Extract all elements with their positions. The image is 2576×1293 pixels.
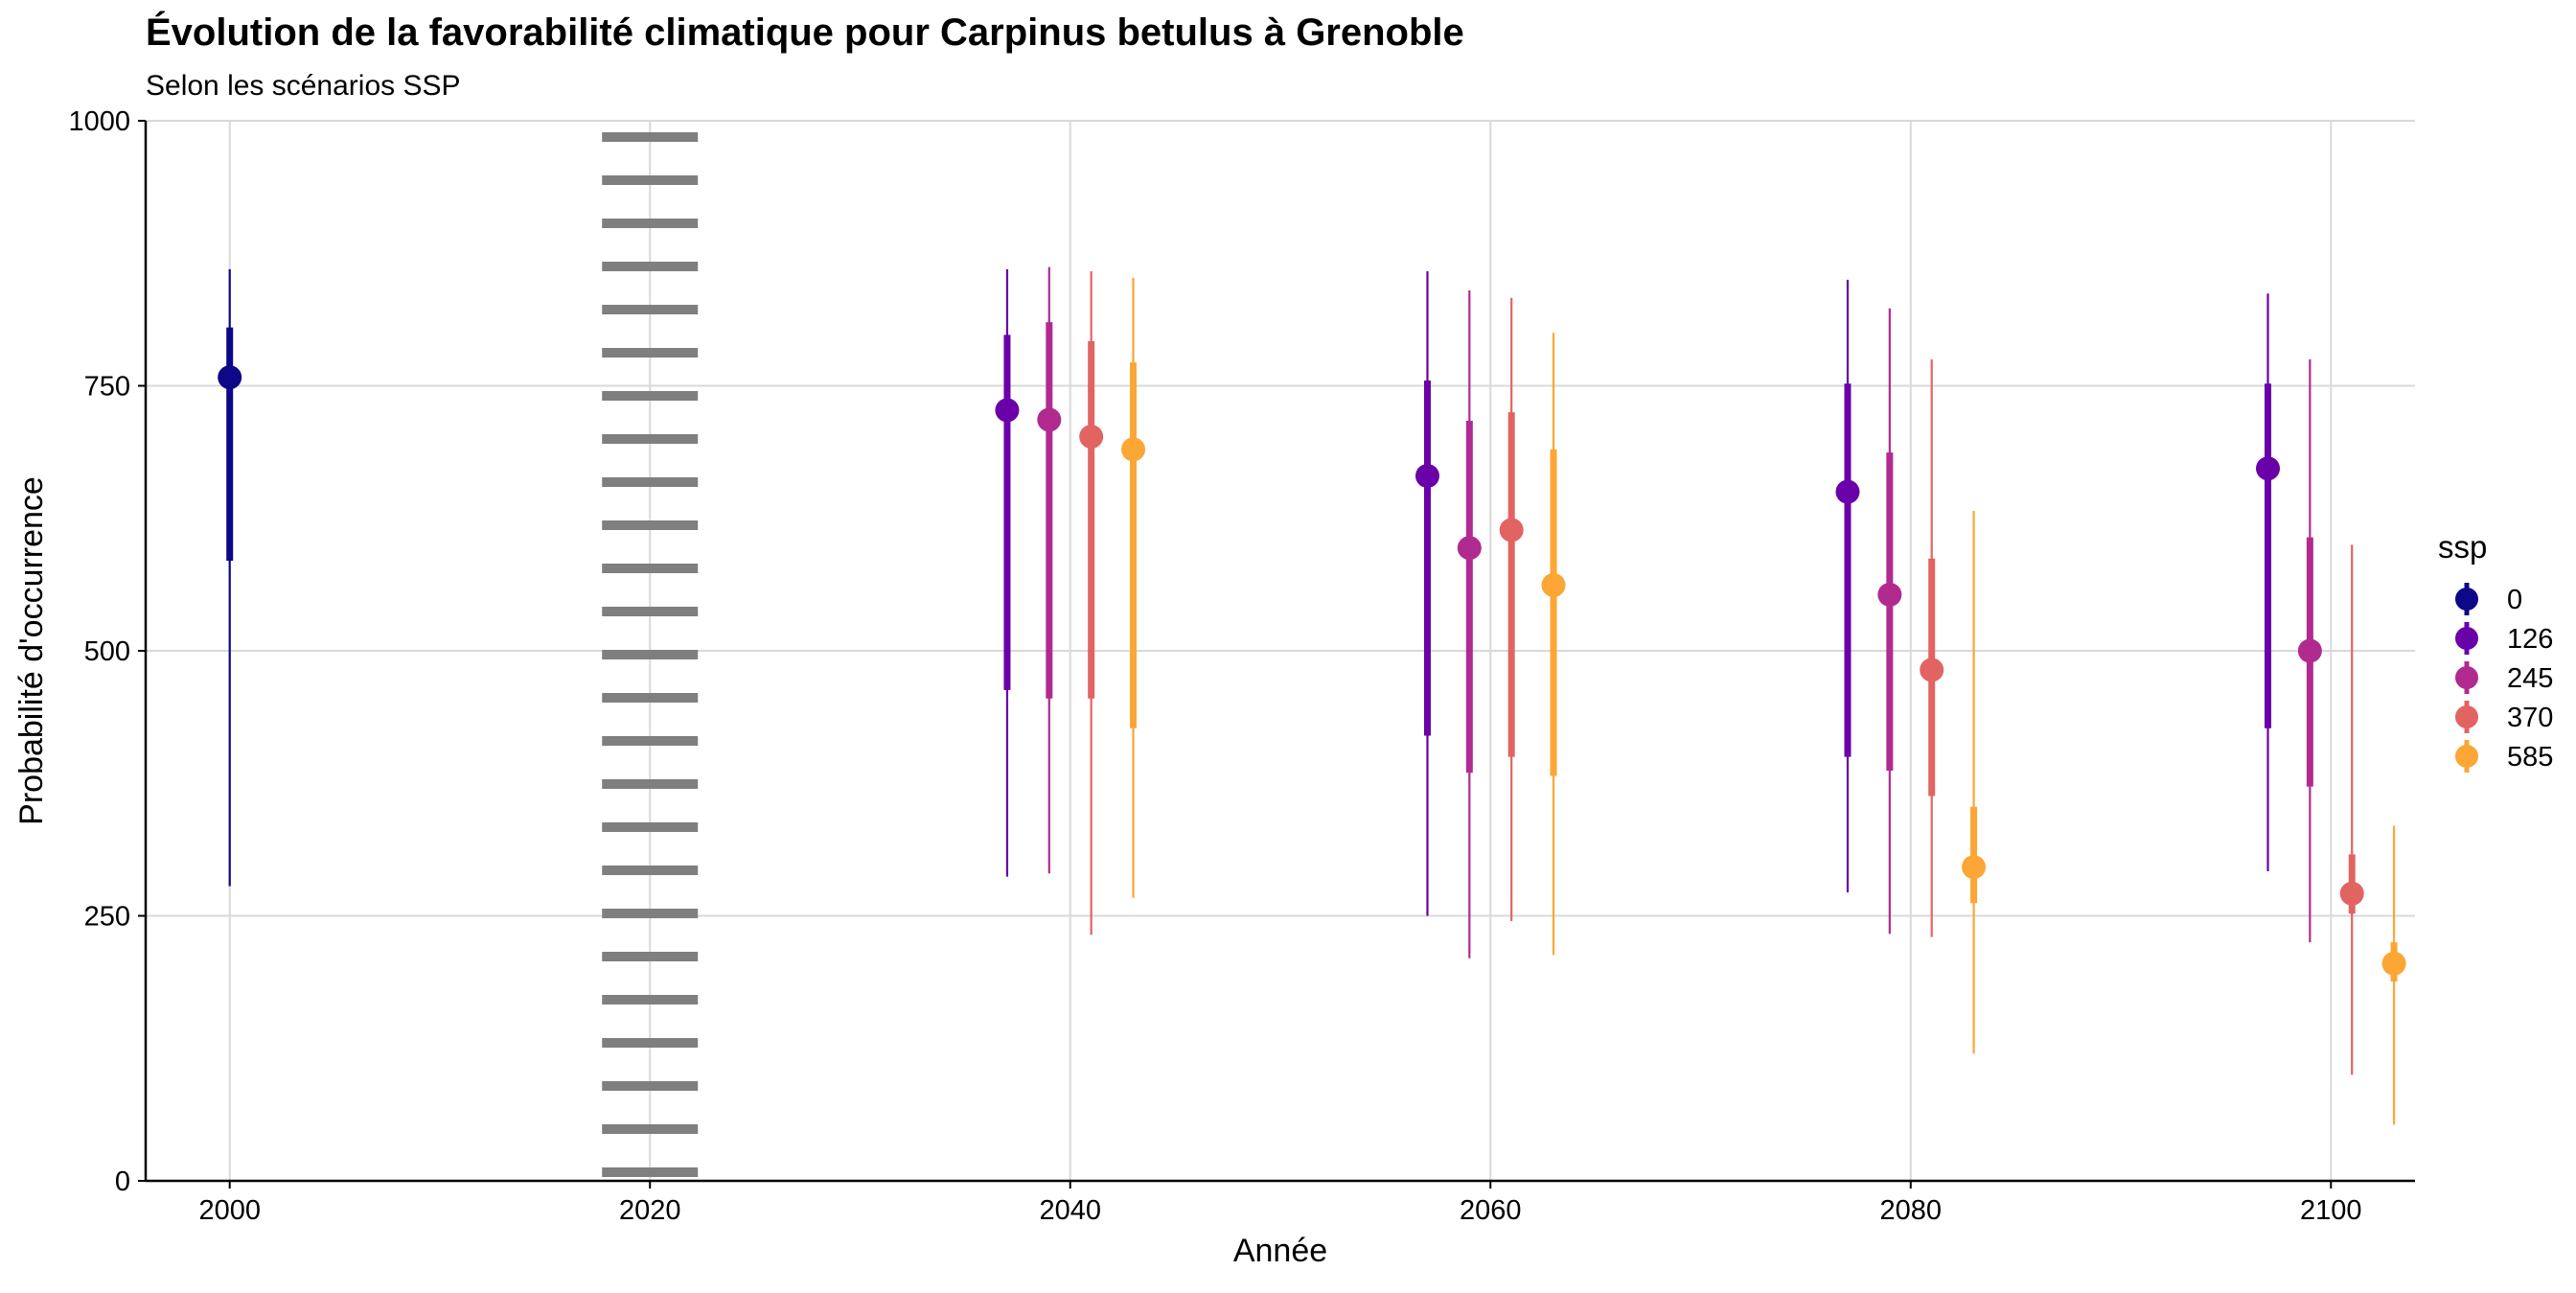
- data-point: [1121, 437, 1146, 462]
- x-tick-label: 2000: [198, 1195, 261, 1226]
- chart-title: Évolution de la favorabilité climatique …: [146, 11, 1464, 54]
- legend-key-point: [2455, 666, 2478, 689]
- x-tick-label: 2040: [1039, 1195, 1101, 1226]
- data-point: [2256, 456, 2281, 481]
- data-point: [1079, 425, 1104, 450]
- legend-key-point: [2455, 745, 2478, 768]
- legend-label: 370: [2507, 703, 2553, 733]
- data-point: [218, 365, 242, 390]
- legend-key-point: [2455, 588, 2478, 611]
- y-tick-label: 0: [115, 1166, 130, 1197]
- y-axis-label: Probabilité d'occurrence: [13, 476, 50, 825]
- data-point: [1499, 518, 1524, 543]
- data-point: [1920, 658, 1944, 682]
- y-tick-label: 500: [84, 636, 130, 667]
- legend-title: ssp: [2438, 529, 2487, 565]
- data-point: [2297, 638, 2322, 663]
- data-point: [1835, 479, 1860, 504]
- legend-label: 126: [2507, 624, 2553, 655]
- x-tick-label: 2100: [2300, 1195, 2362, 1226]
- data-point: [1414, 464, 1439, 489]
- y-tick-label: 750: [84, 372, 130, 403]
- data-point: [1877, 582, 1902, 607]
- data-point: [2339, 881, 2364, 906]
- data-point: [1037, 407, 1062, 432]
- data-point: [1962, 855, 1987, 880]
- legend-key-point: [2455, 627, 2478, 650]
- chart-subtitle: Selon les scénarios SSP: [146, 70, 461, 102]
- legend-label: 0: [2507, 585, 2522, 615]
- data-point: [1541, 572, 1566, 597]
- legend-label: 245: [2507, 663, 2553, 694]
- y-tick-label: 1000: [68, 106, 130, 137]
- data-point: [995, 398, 1020, 423]
- x-tick-label: 2080: [1880, 1195, 1943, 1226]
- data-point: [2381, 951, 2406, 976]
- x-tick-label: 2020: [619, 1195, 681, 1226]
- x-axis-label: Année: [1233, 1233, 1327, 1269]
- x-tick-label: 2060: [1460, 1195, 1522, 1226]
- y-tick-label: 250: [84, 902, 130, 933]
- legend-key-point: [2455, 705, 2478, 728]
- legend-label: 585: [2507, 742, 2553, 773]
- data-point: [1457, 536, 1482, 561]
